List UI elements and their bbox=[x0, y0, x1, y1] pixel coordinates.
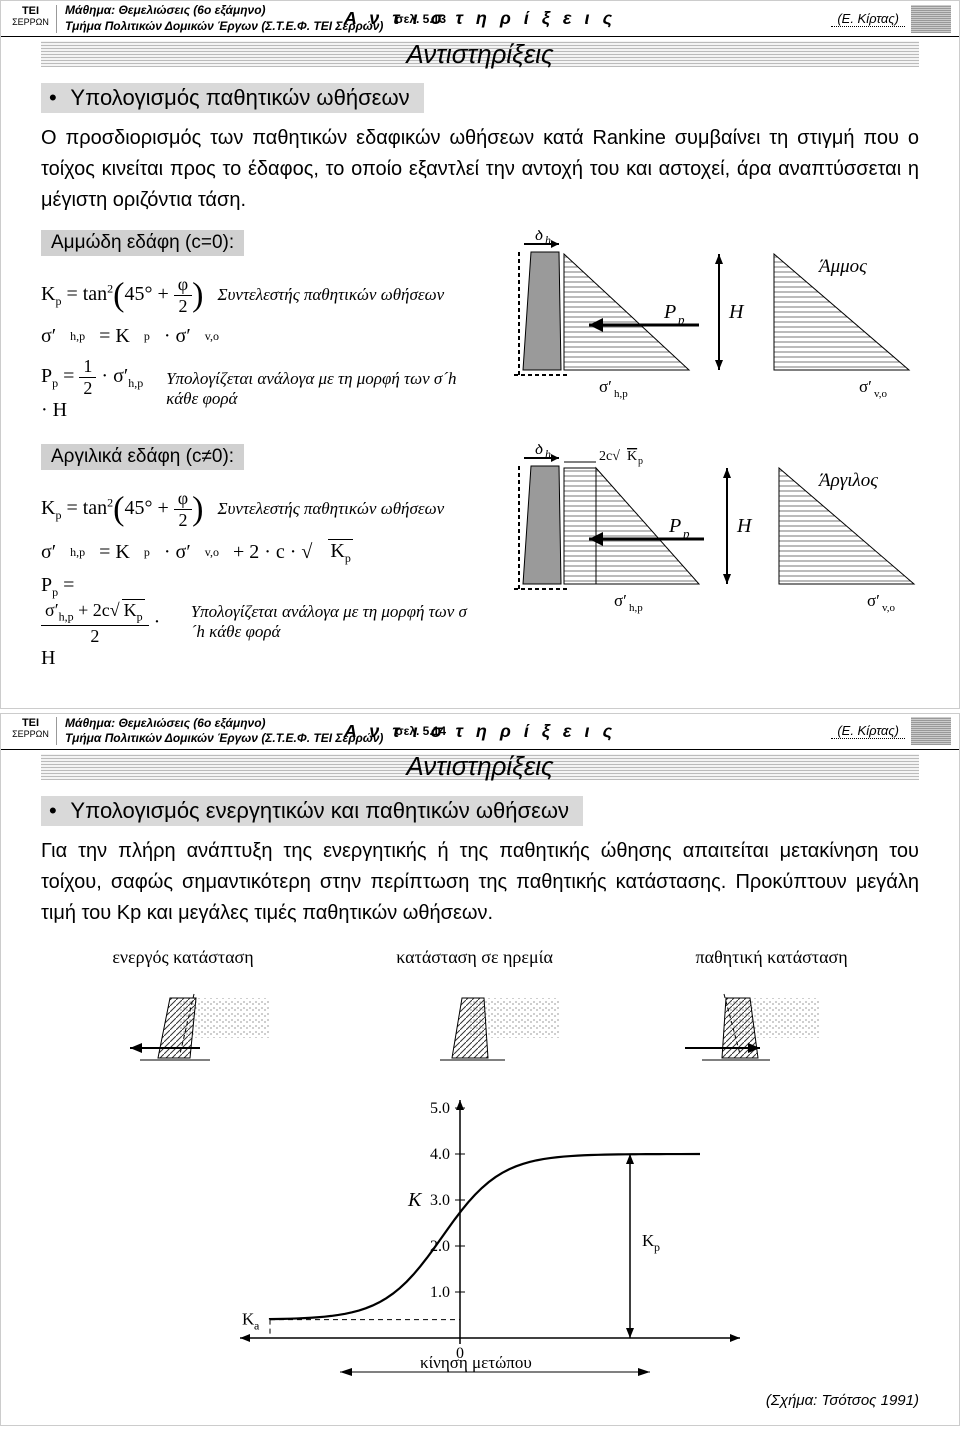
course-line-1: Μάθημα: Θεμελιώσεις (6ο εξάμηνο) bbox=[65, 3, 383, 19]
bullet-icon-2: • bbox=[49, 798, 57, 823]
intro-paragraph: Ο προσδιορισμός των παθητικών εδαφικών ω… bbox=[41, 123, 919, 216]
svg-text:σ′: σ′ bbox=[867, 591, 880, 610]
course-info: Μάθημα: Θεμελιώσεις (6ο εξάμηνο) Τμήμα Π… bbox=[65, 3, 383, 34]
title-banner-2: Αντιστηρίξεις bbox=[41, 754, 919, 780]
svg-text:p: p bbox=[677, 312, 685, 327]
institution-logo: ΤΕΙ ΣΕΡΡΩΝ bbox=[9, 5, 57, 33]
pp-clay-formula: Pp = σ′h,p + 2c√Kp2 · H Υπολογίζεται ανά… bbox=[41, 574, 471, 670]
svg-text:δ: δ bbox=[535, 230, 544, 244]
page-1-content: • Υπολογισμός παθητικών ωθήσεων Ο προσδι… bbox=[1, 77, 959, 708]
svg-text:σ′: σ′ bbox=[614, 591, 627, 610]
course-line-2: Τμήμα Πολιτικών Δομικών Έργων (Σ.Τ.Ε.Φ. … bbox=[65, 19, 383, 35]
svg-text:2c√: 2c√ bbox=[599, 449, 620, 464]
svg-text:3.0: 3.0 bbox=[430, 1192, 450, 1209]
state-rest: κατάσταση σε ηρεμία bbox=[396, 947, 553, 968]
page-2-content: • Υπολογισμός ενεργητικών και παθητικών … bbox=[1, 790, 959, 1425]
section-heading: • Υπολογισμός παθητικών ωθήσεων bbox=[41, 83, 424, 113]
state-active: ενεργός κατάσταση bbox=[112, 947, 253, 968]
svg-text:H: H bbox=[736, 515, 753, 537]
svg-text:P: P bbox=[668, 515, 681, 537]
svg-text:K: K bbox=[407, 1189, 423, 1211]
author-name-2: (Ε. Κίρτας) bbox=[831, 723, 905, 739]
svg-text:σ′: σ′ bbox=[599, 377, 612, 396]
banner-text-2: Αντιστηρίξεις bbox=[406, 751, 553, 782]
kp-formula-clay: Kp = tan2(45° + φ2) Συντελεστής παθητικώ… bbox=[41, 488, 471, 531]
soil-label-sand: Άμμος bbox=[817, 256, 867, 277]
soil-label-clay: Άργιλος bbox=[817, 470, 878, 491]
kp-formula: Kp = tan2(45° + φ2) Συντελεστής παθητικώ… bbox=[41, 274, 471, 317]
banner-text: Αντιστηρίξεις bbox=[406, 39, 553, 70]
svg-text:5.0: 5.0 bbox=[430, 1100, 450, 1117]
wall-state-labels: ενεργός κατάσταση κατάσταση σε ηρεμία πα… bbox=[41, 947, 919, 968]
svg-text:h,p: h,p bbox=[629, 602, 643, 614]
svg-text:δ: δ bbox=[535, 444, 544, 458]
svg-text:σ′: σ′ bbox=[859, 377, 872, 396]
section-title: Υπολογισμός παθητικών ωθήσεων bbox=[70, 85, 409, 110]
header-ornament-2 bbox=[911, 717, 951, 745]
k-chart-wrap: 1.02.03.04.05.0K0KaKpκίνηση μετώπου bbox=[41, 1078, 919, 1388]
clay-row: Αργιλικά εδάφη (c≠0): Kp = tan2(45° + φ2… bbox=[41, 444, 919, 678]
svg-text:K: K bbox=[627, 449, 637, 464]
chapter-title: Α ν τ ι σ τ η ρ ί ξ ε ι ς bbox=[344, 8, 616, 29]
svg-text:v,o: v,o bbox=[874, 388, 888, 400]
state-passive: παθητική κατάσταση bbox=[696, 947, 848, 968]
title-banner: Αντιστηρίξεις bbox=[41, 41, 919, 67]
page-2: ΤΕΙ ΣΕΡΡΩΝ Μάθημα: Θεμελιώσεις (6ο εξάμη… bbox=[0, 713, 960, 1426]
svg-text:P: P bbox=[663, 301, 676, 323]
sand-diagram: δ h P p H Άμμος bbox=[489, 230, 919, 400]
svg-text:p: p bbox=[638, 456, 643, 467]
svg-text:p: p bbox=[654, 1240, 660, 1254]
sand-pressure-diagram: δ h P p H Άμμος bbox=[489, 230, 919, 400]
svg-text:v,o: v,o bbox=[882, 602, 896, 614]
sigma-clay-formula: σ′h,p = Kp · σ′v,o + 2 · c · √Kp bbox=[41, 539, 471, 566]
wall-state-sketches bbox=[50, 978, 910, 1078]
sand-heading: Αμμώδη εδάφη (c=0): bbox=[41, 230, 244, 256]
svg-text:h: h bbox=[545, 447, 551, 461]
svg-text:h: h bbox=[545, 233, 551, 247]
header-ornament bbox=[911, 5, 951, 33]
clay-pressure-diagram: δ h 2c√ K p P p bbox=[489, 444, 919, 619]
svg-text:4.0: 4.0 bbox=[430, 1146, 450, 1163]
sand-formulas: Αμμώδη εδάφη (c=0): Kp = tan2(45° + φ2) … bbox=[41, 230, 471, 430]
paragraph-2: Για την πλήρη ανάπτυξη της ενεργητικής ή… bbox=[41, 836, 919, 929]
page-header: ΤΕΙ ΣΕΡΡΩΝ Μάθημα: Θεμελιώσεις (6ο εξάμη… bbox=[1, 1, 959, 37]
k-vs-displacement-chart: 1.02.03.04.05.0K0KaKpκίνηση μετώπου bbox=[160, 1078, 800, 1388]
svg-text:1.0: 1.0 bbox=[430, 1284, 450, 1301]
bullet-icon: • bbox=[49, 85, 57, 110]
clay-heading: Αργιλικά εδάφη (c≠0): bbox=[41, 444, 244, 470]
chapter-title-2: Α ν τ ι σ τ η ρ ί ξ ε ι ς bbox=[344, 721, 616, 742]
page-1: ΤΕΙ ΣΕΡΡΩΝ Μάθημα: Θεμελιώσεις (6ο εξάμη… bbox=[0, 0, 960, 709]
sand-row: Αμμώδη εδάφη (c=0): Kp = tan2(45° + φ2) … bbox=[41, 230, 919, 430]
svg-text:κίνηση μετώπου: κίνηση μετώπου bbox=[420, 1353, 532, 1372]
clay-formulas: Αργιλικά εδάφη (c≠0): Kp = tan2(45° + φ2… bbox=[41, 444, 471, 678]
svg-text:p: p bbox=[682, 526, 690, 541]
logo-text-bottom: ΣΕΡΡΩΝ bbox=[9, 17, 52, 27]
author-name: (Ε. Κίρτας) bbox=[831, 11, 905, 27]
coef-note-clay: Συντελεστής παθητικών ωθήσεων bbox=[218, 499, 445, 519]
svg-text:H: H bbox=[728, 301, 745, 323]
svg-text:h,p: h,p bbox=[614, 388, 628, 400]
sigma-sand-formula: σ′h,p = Kp · σ′v,o bbox=[41, 325, 471, 348]
institution-logo-2: ΤΕΙ ΣΕΡΡΩΝ bbox=[9, 717, 57, 745]
calc-note-clay: Υπολογίζεται ανάλογα με τη μορφή των σ´h… bbox=[191, 602, 471, 643]
logo-text-top: ΤΕΙ bbox=[9, 5, 52, 17]
course-info-2: Μάθημα: Θεμελιώσεις (6ο εξάμηνο) Τμήμα Π… bbox=[65, 716, 383, 747]
clay-diagram: δ h 2c√ K p P p bbox=[489, 444, 919, 619]
page-header-2: ΤΕΙ ΣΕΡΡΩΝ Μάθημα: Θεμελιώσεις (6ο εξάμη… bbox=[1, 714, 959, 750]
svg-text:a: a bbox=[254, 1319, 260, 1333]
figure-caption: (Σχήμα: Τσότσος 1991) bbox=[41, 1392, 919, 1409]
section-title-2: Υπολογισμός ενεργητικών και παθητικών ωθ… bbox=[70, 798, 569, 823]
coef-note: Συντελεστής παθητικών ωθήσεων bbox=[218, 285, 445, 305]
pp-sand-formula: Pp = 12 · σ′h,p · H Υπολογίζεται ανάλογα… bbox=[41, 356, 471, 422]
section-heading-2: • Υπολογισμός ενεργητικών και παθητικών … bbox=[41, 796, 583, 826]
calc-note-sand: Υπολογίζεται ανάλογα με τη μορφή των σ´h… bbox=[166, 369, 471, 410]
